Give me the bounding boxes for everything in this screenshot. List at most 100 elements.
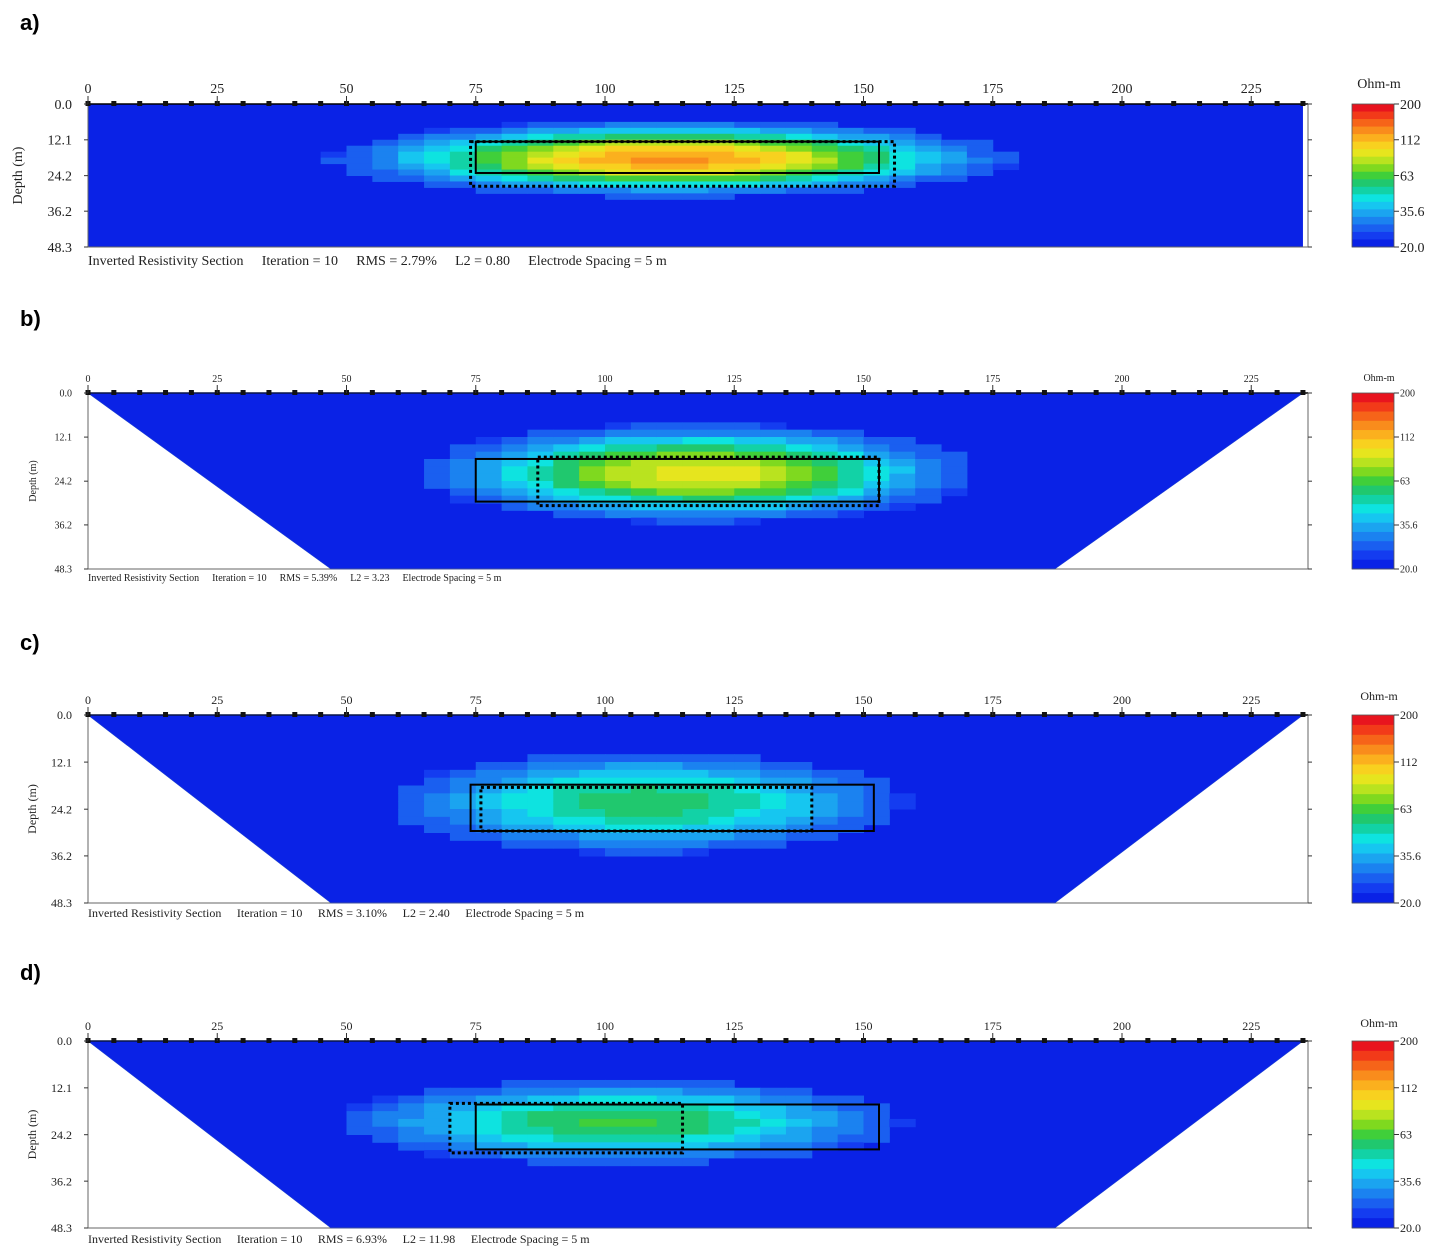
resistivity-cell: [605, 809, 632, 818]
resistivity-cell: [553, 459, 580, 467]
resistivity-cell: [630, 481, 658, 489]
resistivity-cell: [449, 832, 477, 841]
resistivity-cell: [941, 175, 968, 182]
electrode-marker: [318, 712, 324, 717]
resistivity-cell: [424, 809, 451, 818]
resistivity-cell: [501, 127, 528, 135]
resistivity-cell: [398, 1142, 425, 1151]
resistivity-cell: [837, 1103, 864, 1112]
resistivity-cell: [372, 151, 399, 159]
resistivity-cell: [553, 473, 580, 482]
resistivity-cell: [863, 466, 890, 475]
resistivity-cell: [605, 1118, 632, 1128]
resistivity-cell: [605, 1095, 632, 1104]
resistivity-cell: [682, 139, 709, 147]
resistivity-cell: [579, 151, 606, 159]
resistivity-cell: [760, 1118, 787, 1128]
resistivity-cell: [449, 133, 477, 141]
resistivity-cell: [656, 1134, 684, 1143]
resistivity-cell: [527, 488, 554, 497]
electrode-marker: [188, 712, 194, 717]
x-tick-label: 50: [341, 1019, 353, 1033]
colorbar-tick-label: 63: [1400, 802, 1412, 816]
resistivity-cell: [734, 495, 761, 504]
resistivity-cell: [785, 801, 813, 810]
resistivity-cell: [372, 1134, 399, 1143]
resistivity-cell: [398, 145, 425, 153]
resistivity-cell: [630, 824, 658, 833]
resistivity-cell: [398, 151, 425, 159]
resistivity-cell: [553, 444, 580, 453]
resistivity-cell: [475, 187, 503, 194]
resistivity-cell: [475, 481, 503, 489]
resistivity-cell: [966, 169, 994, 176]
resistivity-cell: [708, 1126, 735, 1135]
resistivity-cell: [501, 840, 528, 849]
resistivity-section-b: 0 25 50 75 100 125 150 175 200 225 0.0 12.1 24.2 36.2…: [28, 373, 1418, 584]
resistivity-cell: [372, 169, 399, 176]
resistivity-cell: [424, 175, 451, 182]
resistivity-cell: [656, 473, 684, 482]
colorbar-swatch: [1352, 1041, 1394, 1052]
resistivity-cell: [501, 451, 528, 460]
electrode-marker: [628, 101, 634, 106]
resistivity-cell: [372, 157, 399, 165]
colorbar-swatch: [1352, 764, 1394, 775]
resistivity-cell: [708, 1142, 735, 1151]
resistivity-cell: [785, 121, 813, 129]
resistivity-cell: [708, 1111, 735, 1120]
resistivity-cell: [527, 157, 554, 165]
x-tick-label: 175: [984, 693, 1002, 707]
resistivity-cell: [708, 163, 735, 171]
resistivity-cell: [811, 1126, 839, 1135]
electrode-marker: [654, 101, 660, 106]
resistivity-cell: [785, 793, 813, 802]
resistivity-cell: [837, 1118, 864, 1128]
resistivity-cell: [760, 1103, 787, 1112]
resistivity-cell: [656, 429, 684, 438]
x-tick-label: 225: [1244, 374, 1259, 385]
resistivity-cell: [475, 1095, 503, 1104]
resistivity-cell: [553, 1111, 580, 1120]
resistivity-cell: [811, 466, 839, 475]
resistivity-cell: [449, 495, 477, 504]
caption-item: Iteration = 10: [237, 906, 302, 920]
y-tick-label: 36.2: [55, 520, 73, 531]
resistivity-cell: [785, 437, 813, 445]
y-axis-label: Depth (m): [28, 460, 39, 501]
resistivity-cell: [863, 1103, 890, 1112]
resistivity-cell: [630, 1157, 658, 1167]
electrode-marker: [421, 712, 427, 717]
y-tick-label: 48.3: [55, 565, 73, 576]
resistivity-cell: [708, 809, 735, 818]
resistivity-cell: [501, 1103, 528, 1112]
colorbar-swatch: [1352, 119, 1394, 127]
resistivity-cell: [605, 151, 632, 159]
resistivity-cell: [579, 187, 606, 194]
electrode-marker: [524, 390, 530, 395]
resistivity-cell: [941, 163, 968, 171]
resistivity-cell: [475, 488, 503, 497]
caption-item: Iteration = 10: [262, 254, 338, 269]
resistivity-cell: [682, 1087, 709, 1097]
resistivity-cell: [501, 488, 528, 497]
resistivity-cell: [398, 1095, 425, 1104]
resistivity-cell: [656, 816, 684, 826]
resistivity-cell: [630, 801, 658, 810]
electrode-marker: [1067, 1038, 1073, 1043]
resistivity-cell: [424, 1103, 451, 1112]
resistivity-cell: [837, 175, 864, 182]
resistivity-cell: [630, 121, 658, 129]
y-tick-label: 12.1: [55, 433, 73, 444]
colorbar-swatch: [1352, 734, 1394, 746]
electrode-marker: [628, 712, 634, 717]
resistivity-cell: [656, 145, 684, 153]
resistivity-cell: [785, 510, 813, 519]
resistivity-cell: [553, 762, 580, 771]
colorbar-swatch: [1352, 504, 1394, 514]
resistivity-cell: [605, 1142, 632, 1151]
section-caption: Inverted Resistivity Section Iteration = …: [88, 1232, 590, 1246]
resistivity-cell: [579, 1103, 606, 1112]
resistivity-cell: [449, 481, 477, 489]
resistivity-cell: [527, 429, 554, 438]
